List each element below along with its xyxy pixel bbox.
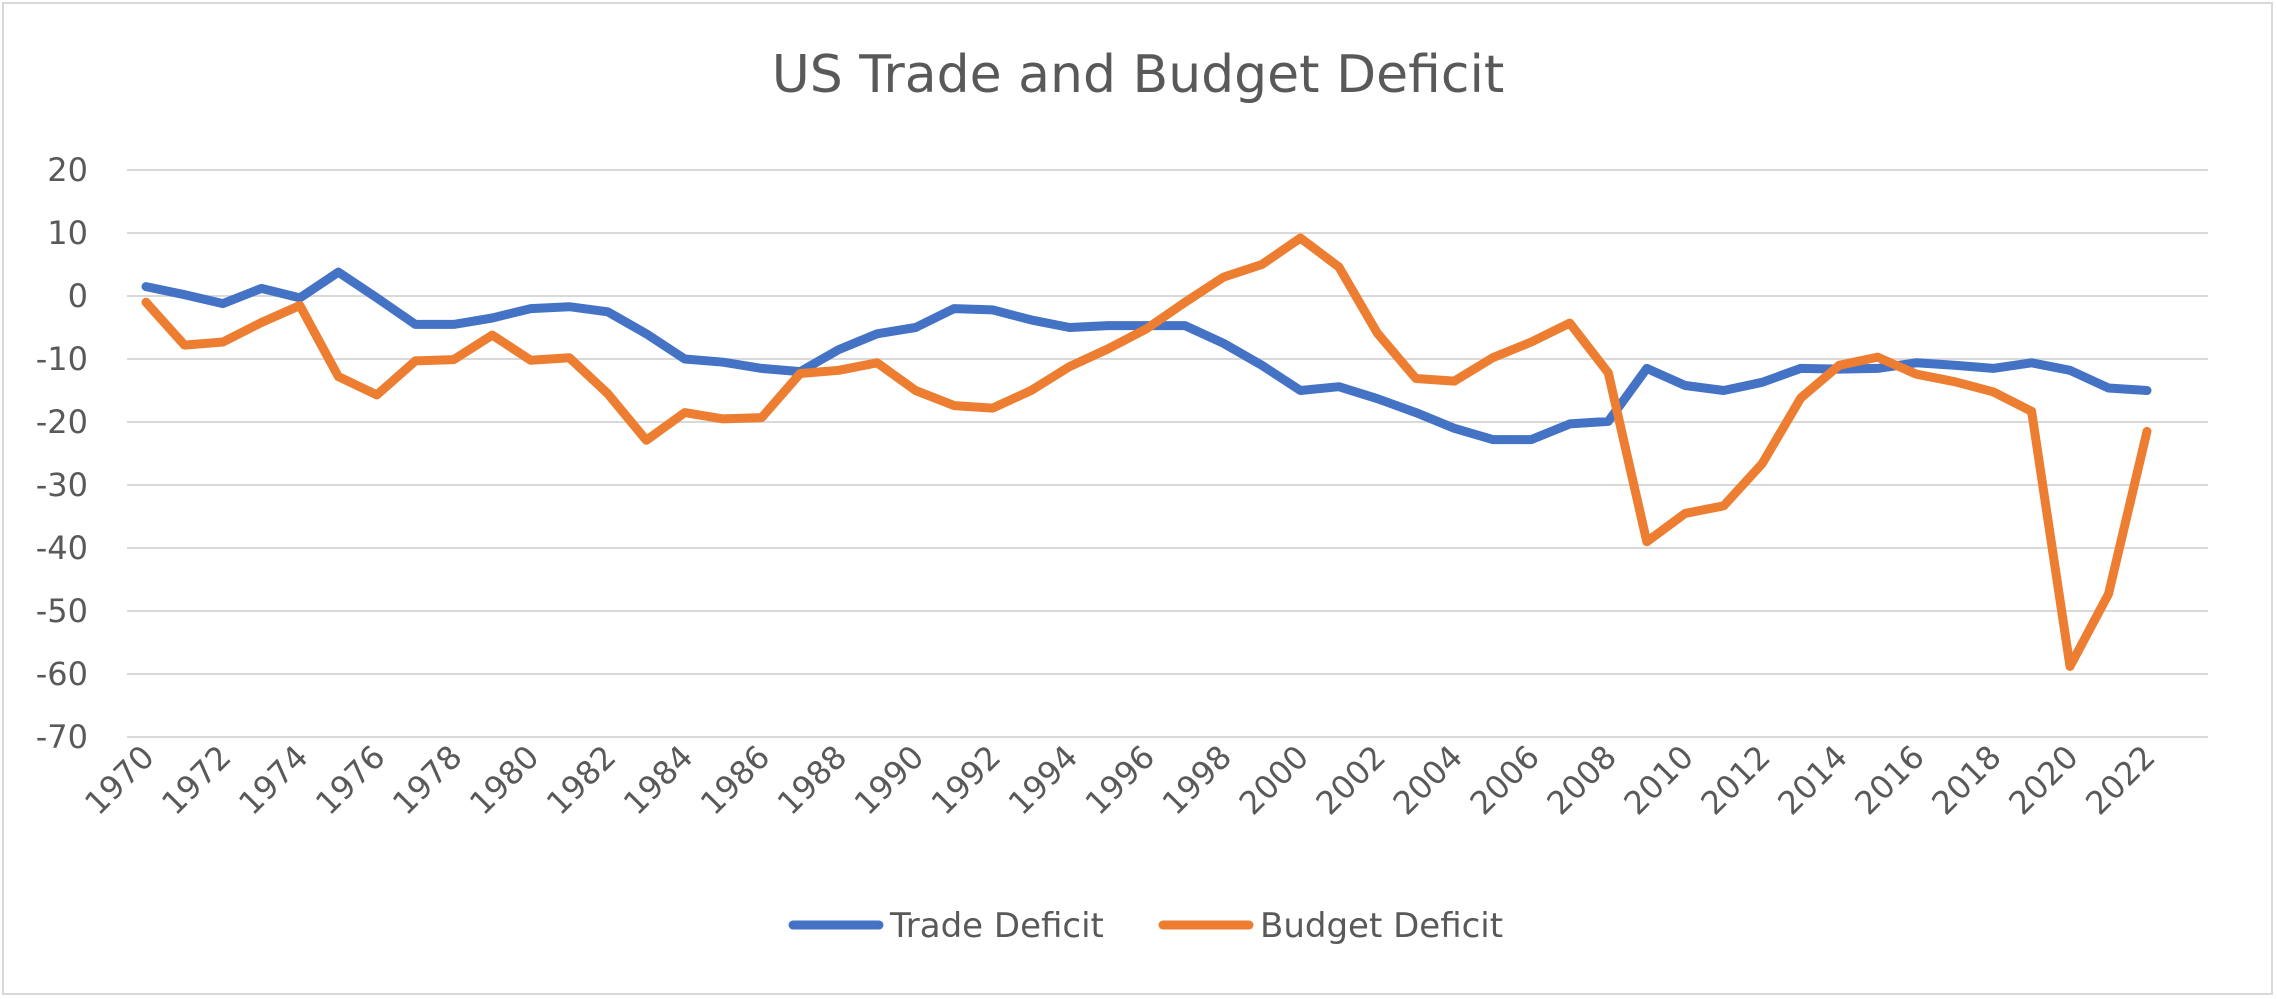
x-tick-label: 1992	[924, 738, 1008, 822]
x-tick-label: 2000	[1232, 738, 1316, 822]
y-tick-label: -30	[36, 466, 88, 504]
x-tick-label: 1998	[1155, 738, 1239, 822]
x-tick-label: 1986	[693, 738, 777, 822]
x-tick-label: 1978	[385, 738, 469, 822]
y-axis-ticks: 20 10 0 -10 -20 -30 -40 -50 -60 -70	[36, 151, 88, 756]
x-tick-label: 1974	[231, 738, 315, 822]
y-tick-label: -20	[36, 403, 88, 441]
x-axis-ticks: 1970197219741976197819801982198419861988…	[77, 738, 2162, 822]
x-tick-label: 2004	[1386, 738, 1470, 822]
y-tick-label: -40	[36, 529, 88, 567]
x-tick-label: 1972	[154, 738, 238, 822]
x-tick-label: 2018	[1924, 738, 2008, 822]
x-tick-label: 2010	[1616, 738, 1700, 822]
legend: Trade Deficit Budget Deficit	[788, 906, 1503, 946]
y-tick-label: -50	[36, 592, 88, 630]
x-tick-label: 1970	[77, 738, 161, 822]
x-tick-label: 2008	[1539, 738, 1623, 822]
x-tick-label: 1990	[847, 738, 931, 822]
x-tick-label: 1984	[616, 738, 700, 822]
legend-label: Trade Deficit	[889, 906, 1104, 946]
x-tick-label: 1976	[308, 738, 392, 822]
series-lines	[141, 233, 2152, 671]
x-tick-label: 2014	[1770, 738, 1854, 822]
y-tick-label: 0	[68, 277, 88, 315]
x-tick-label: 1996	[1078, 738, 1162, 822]
y-tick-label: -60	[36, 655, 88, 693]
y-tick-label: -10	[36, 340, 88, 378]
chart-title: US Trade and Budget Deficit	[772, 45, 1505, 105]
x-tick-label: 2012	[1693, 738, 1777, 822]
x-tick-label: 1982	[539, 738, 623, 822]
x-tick-label: 2006	[1463, 738, 1547, 822]
x-tick-label: 2022	[2078, 738, 2162, 822]
y-tick-label: -70	[36, 718, 88, 756]
series-line-budget-deficit	[141, 233, 2152, 671]
x-tick-label: 1994	[1001, 738, 1085, 822]
x-tick-label: 2016	[1847, 738, 1931, 822]
y-tick-label: 20	[47, 151, 88, 189]
x-tick-label: 2020	[2001, 738, 2085, 822]
x-tick-label: 1988	[770, 738, 854, 822]
y-tick-label: 10	[47, 214, 88, 252]
x-tick-label: 1980	[462, 738, 546, 822]
legend-label: Budget Deficit	[1260, 906, 1503, 946]
gridlines	[127, 169, 2208, 738]
x-tick-label: 2002	[1309, 738, 1393, 822]
